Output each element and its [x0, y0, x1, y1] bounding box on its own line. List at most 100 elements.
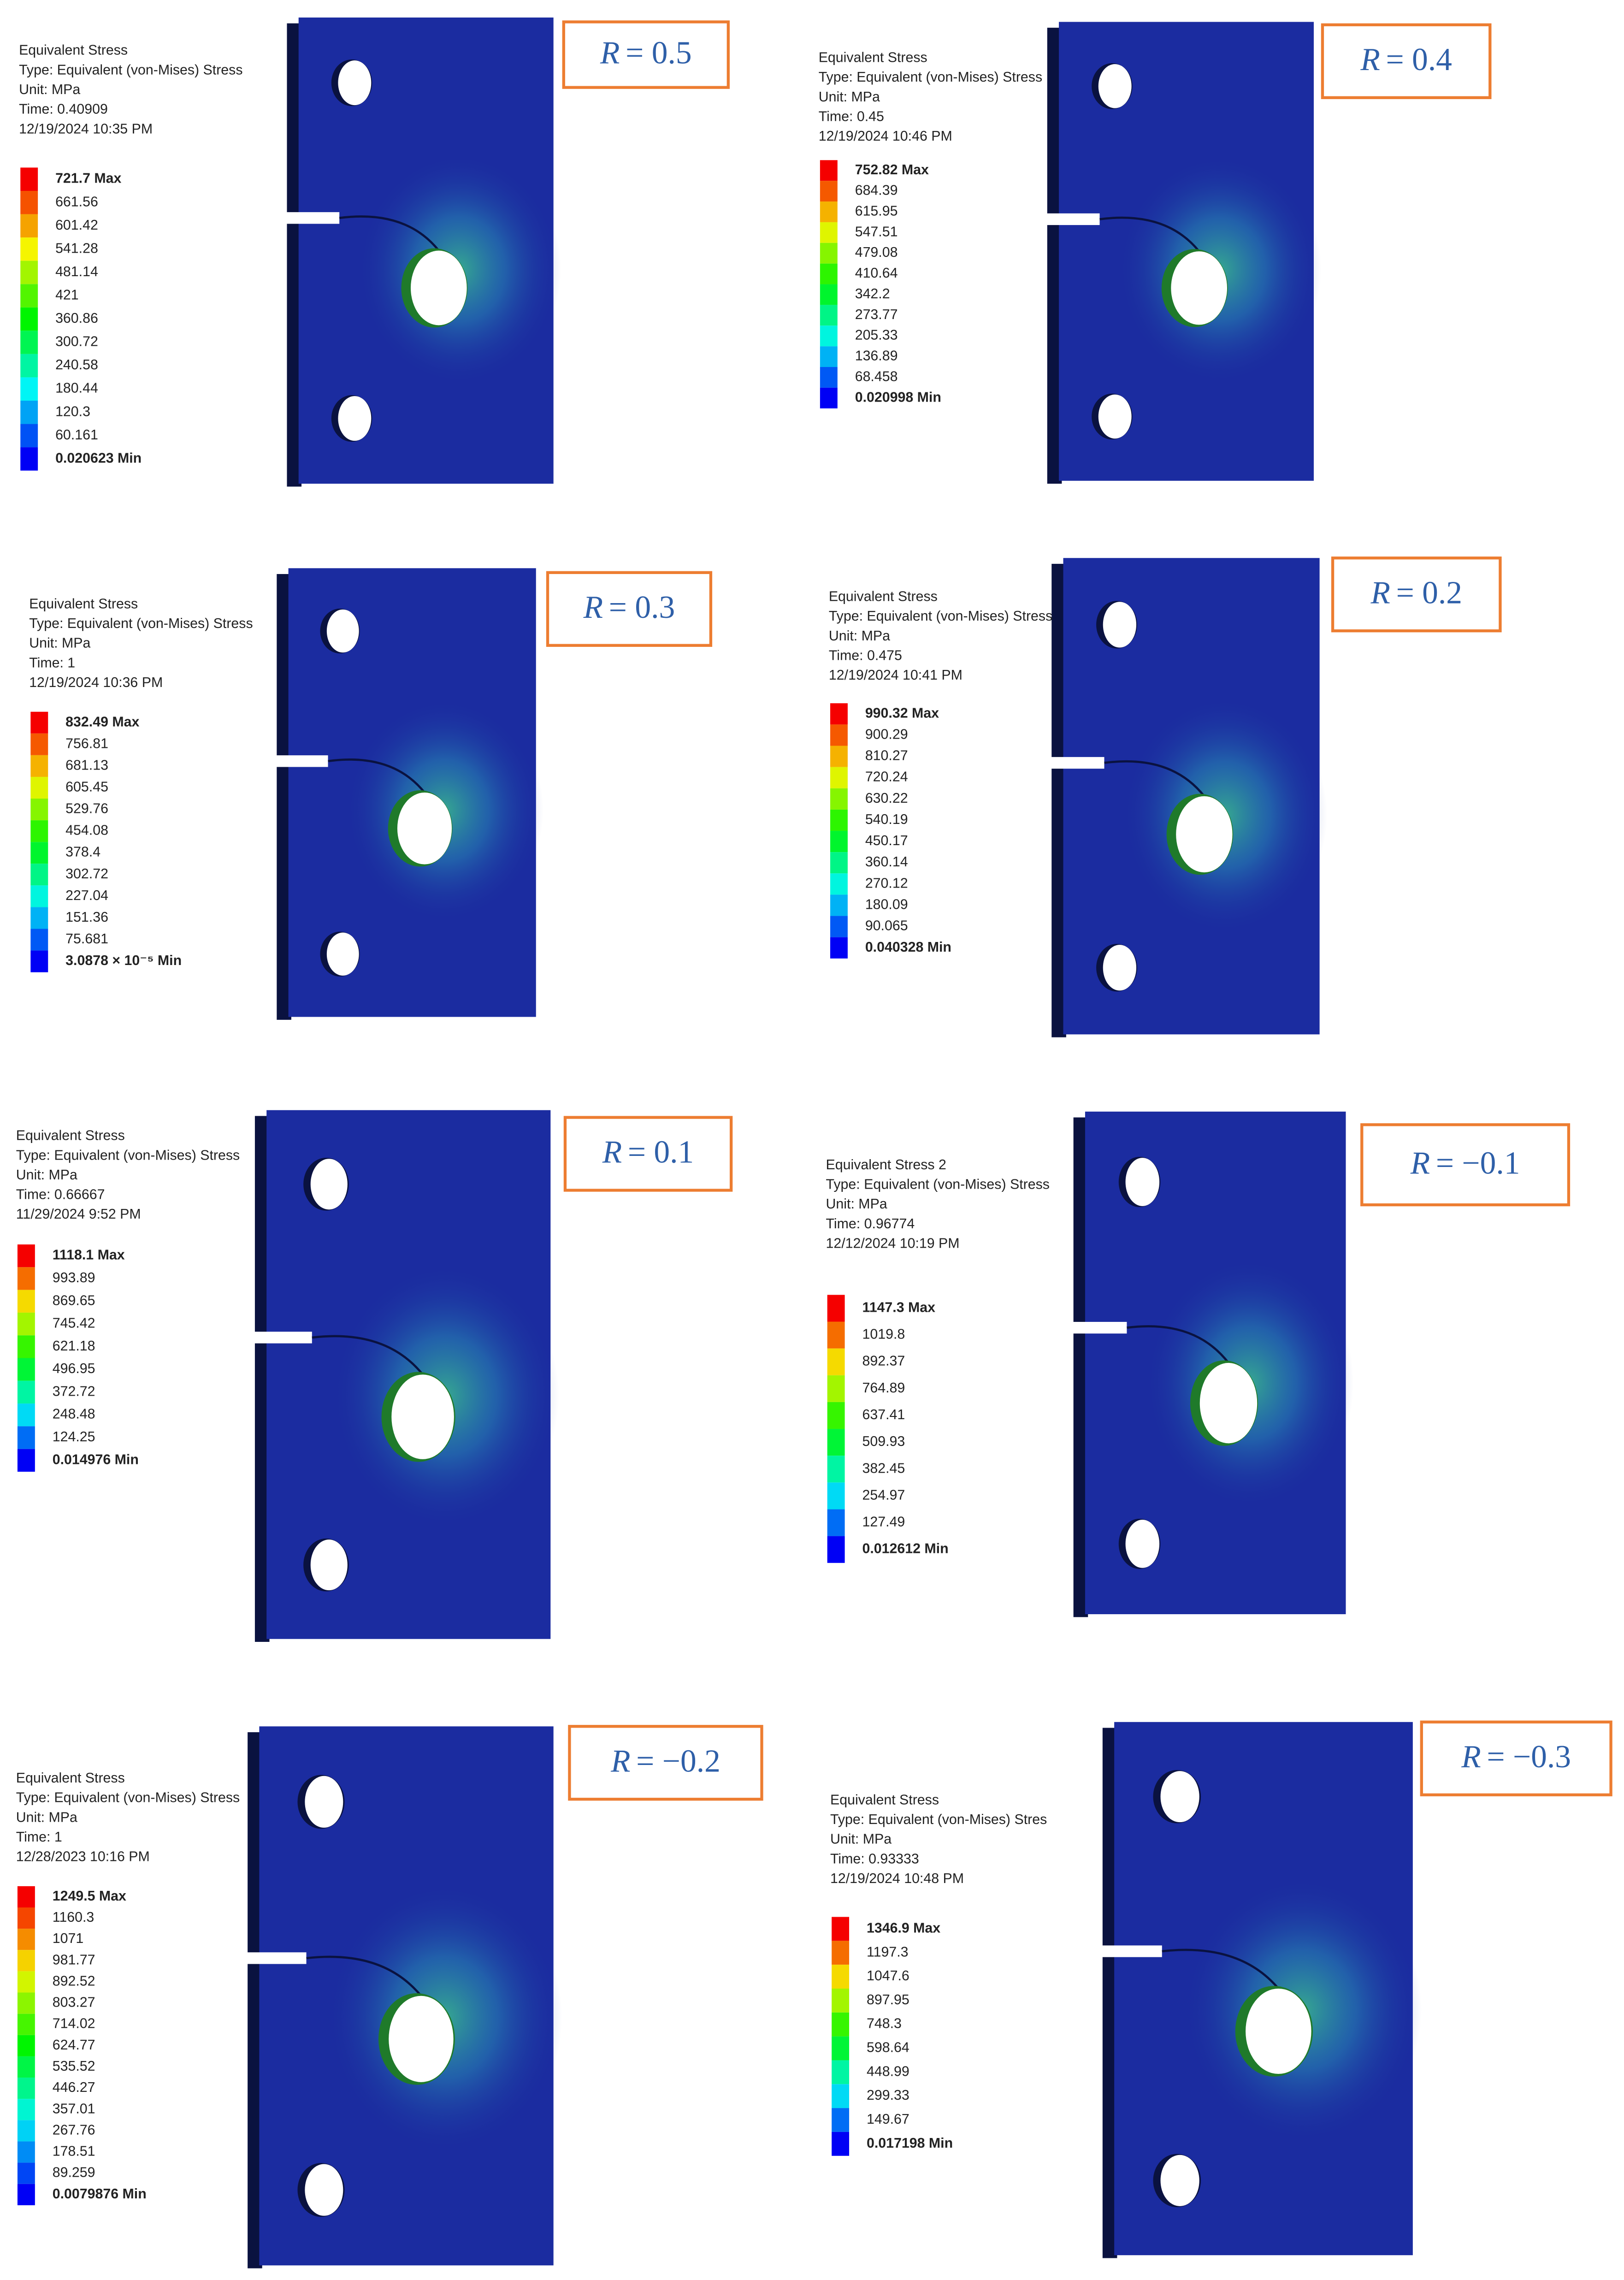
legend-line: Type: Equivalent (von-Mises) Stress: [19, 62, 242, 77]
scale-value: 630.22: [865, 791, 908, 806]
color-swatch: [30, 799, 48, 821]
color-swatch: [832, 2108, 850, 2132]
scale-value: 342.2: [855, 286, 890, 302]
scale-value: 0.0079876 Min: [53, 2186, 147, 2202]
color-swatch: [20, 214, 38, 238]
color-swatch: [830, 703, 848, 725]
color-swatch: [830, 873, 848, 895]
scale-value: 178.51: [53, 2144, 95, 2159]
scale-value: 1071: [53, 1931, 83, 1946]
scale-value: 267.76: [53, 2122, 95, 2138]
hole: [1171, 251, 1227, 325]
color-swatch: [827, 1295, 845, 1322]
scale-value: 0.020998 Min: [855, 390, 941, 405]
color-swatch: [17, 1886, 35, 1907]
r-label: R = 0.4: [1360, 42, 1452, 77]
specimen: [1048, 558, 1328, 1037]
crack: [328, 758, 425, 794]
scale-value: 446.27: [53, 2080, 95, 2095]
legend-line: Equivalent Stress: [16, 1771, 125, 1786]
panel: Equivalent Stress Type: Equivalent (von-M…: [819, 22, 1492, 484]
specimen: [1099, 1722, 1422, 2258]
color-swatch: [30, 711, 48, 734]
scale-value: 300.72: [55, 334, 98, 349]
scale-value: 540.19: [865, 812, 908, 827]
legend-line: Time: 0.475: [829, 648, 902, 663]
color-swatch: [30, 755, 48, 777]
r-label: R = −0.1: [1410, 1145, 1520, 1181]
scale-value: 372.72: [53, 1384, 95, 1399]
crack: [306, 1955, 422, 1997]
scale-value: 60.161: [55, 427, 98, 443]
panel: Equivalent Stress Type: Equivalent (von-M…: [16, 1110, 733, 1642]
scale-value: 124.25: [53, 1429, 95, 1445]
scale-value: 621.18: [53, 1338, 95, 1354]
scale-value: 227.04: [65, 888, 108, 903]
scale-value: 981.77: [53, 1952, 95, 1967]
panel: Equivalent Stress Type: Equivalent (von-M…: [19, 17, 730, 487]
color-swatch: [20, 167, 38, 191]
color-swatch: [820, 160, 838, 181]
r-box: [1321, 23, 1492, 99]
r-label: R = 0.5: [600, 36, 692, 71]
r-symbol: R: [1410, 1145, 1430, 1181]
color-swatch: [17, 1312, 35, 1336]
legend-line: 12/19/2024 10:48 PM: [830, 1871, 964, 1886]
scale-value: 684.39: [855, 183, 898, 198]
pin-hole: [326, 932, 359, 976]
legend-line: Time: 0.96774: [826, 1216, 915, 1232]
r-box: [562, 20, 730, 89]
color-swatch: [17, 2141, 35, 2163]
scale-value: 0.012612 Min: [862, 1541, 949, 1557]
scale-value: 240.58: [55, 357, 98, 373]
legend-line: Equivalent Stress: [819, 50, 927, 65]
panel: Equivalent Stress Type: Equivalent (von-M…: [29, 568, 713, 1020]
legend-line: Time: 1: [29, 655, 75, 670]
scale-value: 481.14: [55, 264, 98, 279]
color-swatch: [832, 2012, 850, 2037]
color-swatch: [830, 767, 848, 788]
r-value: = −0.1: [1436, 1145, 1520, 1181]
notch: [244, 1952, 307, 1964]
r-value: = 0.5: [626, 36, 691, 71]
legend-line: Equivalent Stress: [29, 596, 138, 611]
legend-line: Unit: MPa: [826, 1196, 887, 1212]
scale-value: 832.49 Max: [65, 714, 139, 729]
pin-hole: [305, 2164, 343, 2216]
r-box: [1331, 557, 1502, 633]
hole: [389, 1996, 454, 2082]
legend-line: Type: Equivalent (von-Mises) Stress: [826, 1177, 1050, 1192]
r-value: = 0.3: [609, 590, 675, 625]
legend-line: Type: Equivalent (von-Mises) Stress: [819, 70, 1042, 85]
r-symbol: R: [610, 1743, 630, 1779]
specimen: [284, 17, 561, 487]
color-swatch: [820, 326, 838, 347]
color-swatch: [30, 929, 48, 951]
legend-line: Type: Equivalent (von-Mises) Stress: [16, 1790, 240, 1806]
color-swatch: [30, 885, 48, 907]
scale-value: 598.64: [867, 2040, 909, 2055]
color-swatch: [820, 201, 838, 222]
notch: [274, 755, 328, 767]
scale-value: 661.56: [55, 194, 98, 209]
r-symbol: R: [1461, 1739, 1481, 1775]
color-swatch: [30, 733, 48, 755]
panel: Equivalent Stress Type: Equivalent (von-M…: [829, 557, 1502, 1037]
color-swatch: [30, 907, 48, 929]
scale-value: 752.82 Max: [855, 162, 929, 178]
scale-value: 127.49: [862, 1515, 905, 1530]
crack: [1162, 1948, 1280, 1990]
color-swatch: [17, 1426, 35, 1449]
color-swatch: [830, 937, 848, 959]
color-swatch: [830, 809, 848, 831]
scale-value: 270.12: [865, 876, 908, 891]
legend-line: 12/19/2024 10:41 PM: [829, 668, 963, 683]
color-swatch: [30, 776, 48, 799]
scale-value: 1047.6: [867, 1968, 909, 1984]
scale-value: 248.48: [53, 1407, 95, 1422]
color-swatch: [17, 1358, 35, 1381]
scale-value: 892.37: [862, 1354, 905, 1369]
color-swatch: [17, 1290, 35, 1313]
color-swatch: [827, 1482, 845, 1510]
scale-value: 254.97: [862, 1487, 905, 1503]
